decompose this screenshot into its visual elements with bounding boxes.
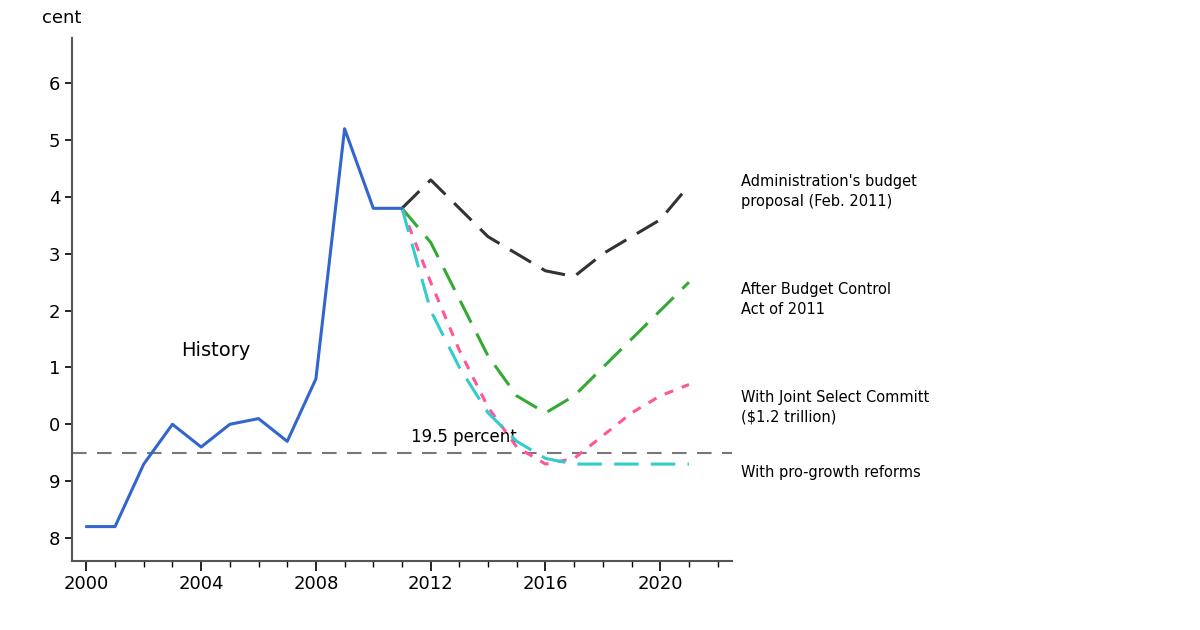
Text: History: History bbox=[181, 341, 250, 360]
Text: cent: cent bbox=[42, 9, 82, 27]
Text: After Budget Control
Act of 2011: After Budget Control Act of 2011 bbox=[740, 282, 890, 317]
Text: 19.5 percent: 19.5 percent bbox=[410, 428, 516, 446]
Text: Administration's budget
proposal (Feb. 2011): Administration's budget proposal (Feb. 2… bbox=[740, 174, 917, 209]
Text: With pro-growth reforms: With pro-growth reforms bbox=[740, 465, 920, 480]
Text: With Joint Select Committ
($1.2 trillion): With Joint Select Committ ($1.2 trillion… bbox=[740, 390, 929, 425]
